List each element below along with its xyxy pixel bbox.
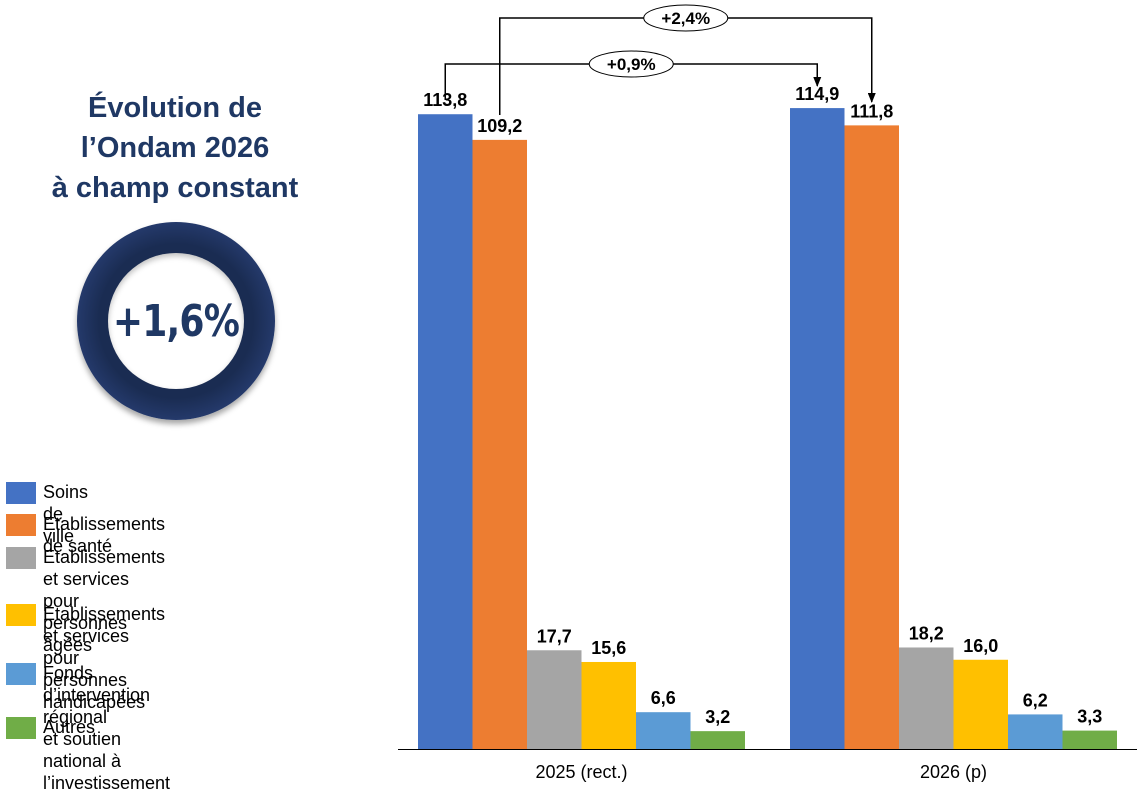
legend-item: Etablissements et services pour personne… bbox=[6, 546, 165, 656]
bar bbox=[581, 661, 636, 749]
legend-label: Etablissements de santé bbox=[43, 514, 166, 556]
x-tick-label: 2025 (rect.) bbox=[535, 762, 627, 782]
bar bbox=[418, 114, 473, 749]
bar bbox=[844, 125, 899, 750]
data-label: 18,2 bbox=[909, 623, 944, 643]
growth-label-bubble bbox=[643, 4, 729, 32]
headline-title-line: l’Ondam 2026 bbox=[80, 132, 270, 164]
growth-ring-center: +1,6% bbox=[108, 253, 244, 389]
data-label: 17,7 bbox=[537, 626, 572, 646]
growth-label-bubble bbox=[588, 50, 674, 78]
data-label: 3,3 bbox=[1077, 707, 1102, 727]
bar bbox=[472, 139, 527, 750]
legend-item: Autres bbox=[6, 716, 95, 739]
legend-item: Etablissements de santé bbox=[6, 513, 165, 557]
growth-ring: +1,6% bbox=[77, 222, 275, 420]
data-label: 114,9 bbox=[795, 84, 839, 104]
legend-item: Fonds d’intervention régional et soutien… bbox=[6, 662, 170, 794]
legend-item: Soins de ville bbox=[6, 481, 88, 547]
legend-swatch bbox=[6, 547, 36, 569]
data-label: 109,2 bbox=[477, 116, 522, 136]
headline-title-line: Évolution de bbox=[88, 92, 262, 124]
legend-swatch bbox=[6, 482, 36, 504]
headline-title-line: à champ constant bbox=[51, 172, 299, 204]
data-label: 6,6 bbox=[651, 688, 676, 708]
legend-swatch bbox=[6, 663, 36, 685]
bar bbox=[790, 108, 845, 750]
data-label: 111,8 bbox=[850, 101, 893, 121]
data-label: 6,2 bbox=[1023, 690, 1048, 710]
growth-label: +2,4% bbox=[661, 9, 710, 28]
legend-label: Soins de ville bbox=[43, 482, 89, 546]
legend-label: Fonds d’intervention régional et soutien… bbox=[43, 663, 171, 793]
bar bbox=[899, 647, 954, 749]
legend-label: Autres bbox=[43, 717, 96, 737]
legend-swatch bbox=[6, 514, 36, 536]
legend-item: Etablissements et services pour personne… bbox=[6, 603, 165, 713]
data-label: 15,6 bbox=[591, 638, 626, 658]
data-label: 16,0 bbox=[963, 636, 998, 656]
legend-swatch bbox=[6, 717, 36, 739]
data-label: 3,2 bbox=[705, 707, 730, 727]
bar bbox=[690, 731, 745, 749]
bar bbox=[1062, 730, 1117, 749]
headline-title: Évolution de l’Ondam 2026 à champ consta… bbox=[40, 88, 310, 208]
legend-swatch bbox=[6, 604, 36, 626]
data-label: 113,8 bbox=[423, 90, 467, 110]
bar bbox=[953, 659, 1008, 749]
growth-value: +1,6% bbox=[112, 295, 240, 347]
growth-label: +0,9% bbox=[607, 55, 656, 74]
legend-label: Etablissements et services pour personne… bbox=[43, 547, 166, 655]
x-tick-label: 2026 (p) bbox=[920, 762, 987, 782]
bar bbox=[1008, 714, 1063, 749]
bar bbox=[527, 650, 582, 749]
legend-label: Etablissements et services pour personne… bbox=[43, 604, 166, 712]
bar bbox=[636, 712, 691, 749]
